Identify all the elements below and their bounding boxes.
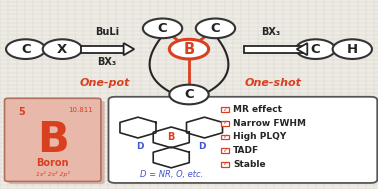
Text: B: B <box>37 119 68 161</box>
Text: X: X <box>57 43 68 56</box>
Text: One-shot: One-shot <box>245 78 301 88</box>
Circle shape <box>196 19 235 38</box>
Text: B: B <box>167 132 175 142</box>
Text: MR effect: MR effect <box>233 105 282 114</box>
Circle shape <box>43 39 82 59</box>
FancyBboxPatch shape <box>5 98 101 181</box>
Circle shape <box>296 39 335 59</box>
Text: C: C <box>158 22 167 35</box>
Text: ✓: ✓ <box>223 148 228 153</box>
FancyBboxPatch shape <box>221 162 229 167</box>
Text: BX₃: BX₃ <box>262 27 280 37</box>
Circle shape <box>143 19 182 38</box>
Polygon shape <box>297 43 307 55</box>
Text: Narrow FWHM: Narrow FWHM <box>233 119 306 128</box>
Text: ✓: ✓ <box>223 134 228 139</box>
Text: C: C <box>311 43 321 56</box>
FancyBboxPatch shape <box>221 121 229 126</box>
Text: BX₃: BX₃ <box>98 57 116 67</box>
Text: ✓: ✓ <box>223 121 228 126</box>
FancyBboxPatch shape <box>108 97 377 183</box>
Text: ✓: ✓ <box>223 107 228 112</box>
Circle shape <box>6 39 45 59</box>
Circle shape <box>333 39 372 59</box>
Text: D: D <box>136 142 144 151</box>
Text: D = NR, O, etc.: D = NR, O, etc. <box>139 170 203 179</box>
Circle shape <box>169 85 209 104</box>
Text: 5: 5 <box>18 107 25 117</box>
Text: TADF: TADF <box>233 146 259 155</box>
Text: Boron: Boron <box>37 159 69 168</box>
FancyBboxPatch shape <box>221 148 229 153</box>
Polygon shape <box>124 43 134 55</box>
Text: Stable: Stable <box>233 160 266 169</box>
Polygon shape <box>244 46 307 53</box>
Polygon shape <box>81 46 124 53</box>
Text: One-pot: One-pot <box>80 78 130 88</box>
Text: C: C <box>211 22 220 35</box>
Text: 10.811: 10.811 <box>68 107 93 113</box>
Text: B: B <box>183 42 195 57</box>
FancyBboxPatch shape <box>221 135 229 139</box>
FancyBboxPatch shape <box>8 101 105 184</box>
Text: C: C <box>184 88 194 101</box>
Text: 1s² 2s² 2p¹: 1s² 2s² 2p¹ <box>36 171 70 177</box>
Text: ✓: ✓ <box>223 162 228 167</box>
Text: D: D <box>198 142 206 151</box>
FancyBboxPatch shape <box>221 107 229 112</box>
Text: BuLi: BuLi <box>95 27 119 37</box>
Text: C: C <box>21 43 31 56</box>
Circle shape <box>169 39 209 59</box>
Text: H: H <box>347 43 358 56</box>
Text: High PLQY: High PLQY <box>233 132 287 141</box>
